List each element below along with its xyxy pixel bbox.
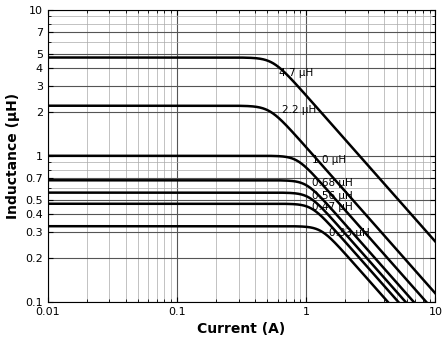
X-axis label: Current (A): Current (A) <box>198 323 286 337</box>
Text: 0.56 μH: 0.56 μH <box>311 190 352 200</box>
Text: 0.47 μH: 0.47 μH <box>311 201 352 211</box>
Text: 1.0 μH: 1.0 μH <box>311 155 346 166</box>
Y-axis label: Inductance (μH): Inductance (μH) <box>5 93 20 219</box>
Text: 2.2 μH: 2.2 μH <box>282 105 316 115</box>
Text: 0.33 μH: 0.33 μH <box>329 228 370 238</box>
Text: 4.7 μH: 4.7 μH <box>280 68 314 78</box>
Text: 0.68 μH: 0.68 μH <box>311 178 352 188</box>
